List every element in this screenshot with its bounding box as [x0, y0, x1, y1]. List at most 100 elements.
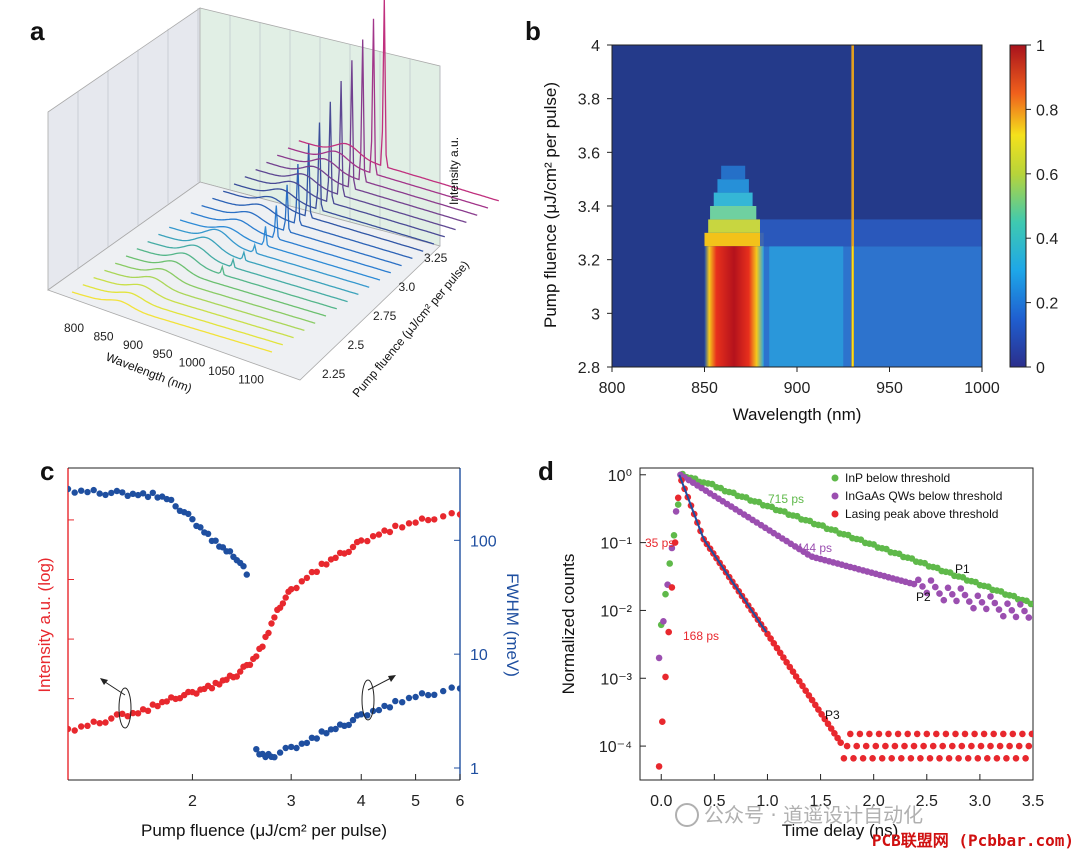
data-point	[837, 739, 844, 746]
data-point	[953, 597, 960, 605]
data-point	[327, 726, 335, 733]
data-point	[425, 691, 432, 699]
x-tick-label: 3.0	[969, 793, 991, 810]
data-point	[204, 530, 212, 537]
data-point	[392, 697, 399, 705]
waterfall-curve	[104, 269, 305, 332]
data-point	[901, 742, 908, 750]
data-point	[271, 754, 278, 761]
data-point	[448, 684, 455, 691]
data-point	[655, 654, 663, 662]
x-tick-label: 900	[784, 380, 811, 397]
data-point	[240, 563, 247, 570]
waterfall-curve	[244, 101, 445, 238]
y-tick-label: 3	[591, 306, 600, 323]
waterfall-curve	[82, 284, 283, 346]
data-point	[303, 574, 311, 582]
panel-b-y-ticks: 2.8 3 3.2 3.4 3.6 3.8 4	[578, 38, 612, 377]
data-point	[405, 520, 413, 527]
panel-d-fit-line	[678, 474, 768, 633]
legend-label: InGaAs QWs below threshold	[845, 489, 1002, 503]
data-point	[185, 510, 192, 518]
data-point	[850, 755, 857, 762]
data-point	[996, 742, 1004, 750]
data-point	[984, 755, 991, 762]
data-point	[913, 730, 921, 738]
data-point	[349, 543, 357, 551]
y-tick-label: 3.25	[424, 251, 448, 265]
x-tick-label: 1.5	[809, 793, 831, 810]
data-point	[1006, 742, 1013, 750]
data-point	[933, 730, 940, 738]
data-point	[961, 591, 969, 599]
data-point	[418, 690, 426, 697]
data-point	[824, 720, 832, 728]
data-point	[1000, 730, 1007, 738]
heatmap-cell	[721, 165, 746, 180]
data-point	[293, 744, 300, 752]
data-point	[834, 734, 841, 742]
annotation: 715 ps	[768, 492, 804, 506]
data-point	[358, 537, 365, 544]
waterfall-curve	[115, 262, 316, 324]
x-tick-label: 1000	[964, 380, 1000, 397]
x-tick-label: 850	[691, 380, 718, 397]
y-tick-label: 2.75	[373, 309, 397, 323]
x-tick-label: 5	[411, 793, 420, 810]
data-point	[375, 531, 383, 538]
wechat-icon	[675, 803, 699, 827]
data-point	[108, 489, 115, 497]
panel-b-x-label: Wavelength (nm)	[733, 405, 862, 424]
data-point	[655, 763, 663, 770]
data-point	[818, 711, 825, 718]
data-point	[144, 493, 152, 501]
data-point	[805, 692, 813, 699]
data-point	[770, 640, 778, 647]
data-point	[71, 727, 78, 734]
x-tick-label: 3	[287, 793, 296, 810]
waterfall-curve	[93, 276, 294, 339]
colorbar-tick-label: 0	[1036, 360, 1045, 377]
data-point	[961, 730, 969, 738]
data-point	[313, 568, 320, 575]
data-point	[233, 673, 240, 680]
data-point	[915, 576, 922, 584]
y-right-tick-label: 10	[470, 647, 488, 664]
y-tick-label: 10⁻²	[600, 603, 632, 620]
data-point	[172, 503, 179, 510]
data-point	[888, 755, 895, 762]
data-point	[964, 755, 972, 762]
y-tick-label: 2.8	[578, 360, 600, 377]
x-tick-label: 6	[456, 793, 465, 810]
x-tick-label: 900	[123, 338, 143, 352]
waterfall-curve	[136, 248, 337, 310]
panel-b-heatmap	[611, 44, 983, 368]
heatmap-cell	[710, 206, 757, 220]
data-point	[878, 755, 886, 762]
waterfall-curve	[201, 184, 402, 267]
panel-letter-c: c	[40, 456, 54, 486]
waterfall-curve	[190, 205, 391, 274]
data-point	[827, 725, 835, 732]
data-point	[882, 742, 889, 750]
data-point	[332, 725, 339, 733]
data-point	[980, 730, 988, 738]
colorbar-tick-label: 0.8	[1036, 102, 1058, 119]
x-tick-label: 800	[599, 380, 626, 397]
data-point	[891, 742, 899, 750]
data-point	[134, 710, 142, 717]
data-point	[149, 701, 156, 708]
data-point	[282, 594, 289, 601]
data-point	[71, 489, 78, 496]
data-point	[847, 730, 854, 738]
data-point	[139, 706, 147, 713]
waterfall-curve	[233, 122, 435, 245]
data-point	[1012, 755, 1020, 762]
data-point	[995, 606, 1003, 613]
data-point	[674, 494, 682, 502]
data-point	[134, 491, 142, 499]
waterfall-curve	[179, 219, 381, 281]
data-point	[668, 544, 676, 552]
heatmap-cell	[717, 179, 749, 193]
data-point	[154, 702, 161, 710]
